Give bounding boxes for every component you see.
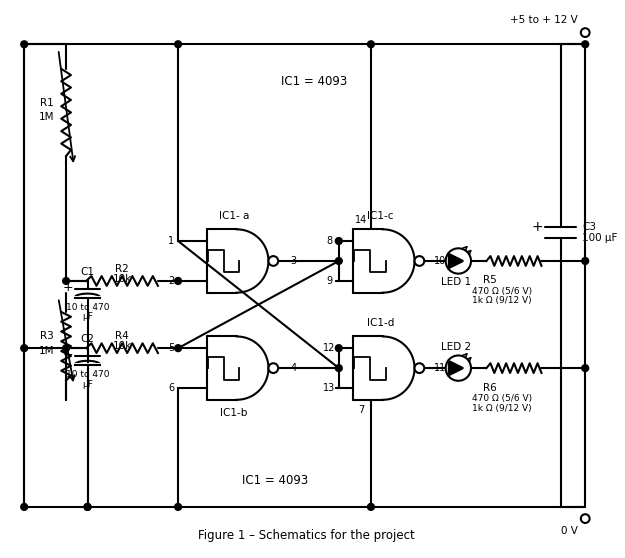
Text: +: + [532, 220, 543, 234]
Text: 100 μF: 100 μF [582, 233, 618, 243]
Circle shape [581, 514, 589, 523]
Circle shape [581, 28, 589, 37]
Text: IC1 = 4093: IC1 = 4093 [242, 474, 309, 487]
Text: 10k: 10k [112, 341, 132, 351]
Text: 10k: 10k [112, 274, 132, 284]
Text: IC1-c: IC1-c [367, 211, 394, 221]
Circle shape [174, 503, 181, 511]
Text: 13: 13 [323, 383, 335, 393]
Text: 7: 7 [358, 405, 364, 415]
Circle shape [336, 345, 342, 352]
Text: R4: R4 [115, 331, 129, 341]
Circle shape [84, 503, 91, 511]
Text: IC1-d: IC1-d [366, 318, 394, 328]
Circle shape [446, 248, 471, 273]
Text: 3: 3 [291, 256, 297, 266]
Text: LED 1: LED 1 [441, 277, 471, 287]
Circle shape [21, 41, 27, 47]
Circle shape [336, 365, 342, 372]
Text: IC1- a: IC1- a [219, 211, 249, 221]
Circle shape [21, 503, 27, 511]
Text: 5: 5 [168, 343, 174, 353]
Text: 10: 10 [434, 256, 446, 266]
Text: 11: 11 [434, 363, 446, 373]
Text: IC1-b: IC1-b [221, 408, 248, 418]
Text: 14: 14 [355, 215, 367, 224]
Circle shape [62, 345, 69, 352]
Text: 9: 9 [326, 276, 332, 286]
Text: LED 2: LED 2 [441, 341, 471, 352]
Text: 470 Ω (5/6 V): 470 Ω (5/6 V) [472, 394, 532, 403]
Circle shape [174, 41, 181, 47]
Circle shape [84, 503, 91, 511]
Circle shape [582, 365, 589, 372]
Text: +: + [62, 281, 73, 294]
Circle shape [174, 345, 181, 352]
Text: +5 to + 12 V: +5 to + 12 V [509, 15, 578, 25]
Circle shape [414, 256, 424, 266]
Text: R2: R2 [115, 264, 129, 275]
Text: 1: 1 [168, 236, 174, 246]
Text: IC1 = 4093: IC1 = 4093 [281, 75, 348, 88]
Circle shape [268, 363, 278, 373]
Circle shape [582, 258, 589, 264]
Text: 1k Ω (9/12 V): 1k Ω (9/12 V) [472, 296, 532, 305]
Circle shape [336, 238, 342, 244]
Text: μF: μF [82, 312, 93, 321]
Text: 1k Ω (9/12 V): 1k Ω (9/12 V) [472, 403, 532, 412]
Text: Figure 1 – Schematics for the project: Figure 1 – Schematics for the project [198, 528, 415, 542]
Text: C3: C3 [582, 222, 596, 232]
Text: R3: R3 [40, 331, 54, 341]
Text: 2: 2 [168, 276, 174, 286]
Circle shape [62, 277, 69, 285]
Circle shape [582, 41, 589, 47]
Text: R1: R1 [40, 98, 54, 108]
Text: 8: 8 [326, 236, 332, 246]
Text: R5: R5 [482, 276, 496, 286]
Circle shape [268, 256, 278, 266]
Circle shape [21, 345, 27, 352]
Text: 10 to 470: 10 to 470 [66, 303, 109, 312]
Circle shape [446, 355, 471, 381]
Circle shape [336, 258, 342, 264]
Text: R6: R6 [482, 383, 496, 393]
Circle shape [368, 41, 374, 47]
Text: 0 V: 0 V [561, 526, 578, 536]
Text: 470 Ω (5/6 V): 470 Ω (5/6 V) [472, 287, 532, 296]
Polygon shape [449, 361, 463, 375]
Text: 10 to 470: 10 to 470 [66, 370, 109, 379]
Text: 1M: 1M [39, 346, 54, 356]
Text: +: + [62, 348, 73, 362]
Text: 6: 6 [168, 383, 174, 393]
Circle shape [414, 363, 424, 373]
Circle shape [368, 503, 374, 511]
Text: μF: μF [82, 379, 93, 389]
Text: 4: 4 [291, 363, 297, 373]
Circle shape [174, 277, 181, 285]
Text: C1: C1 [81, 267, 94, 277]
Text: 12: 12 [323, 343, 335, 353]
Polygon shape [449, 254, 463, 268]
Text: C2: C2 [81, 334, 94, 344]
Text: 1M: 1M [39, 112, 54, 122]
